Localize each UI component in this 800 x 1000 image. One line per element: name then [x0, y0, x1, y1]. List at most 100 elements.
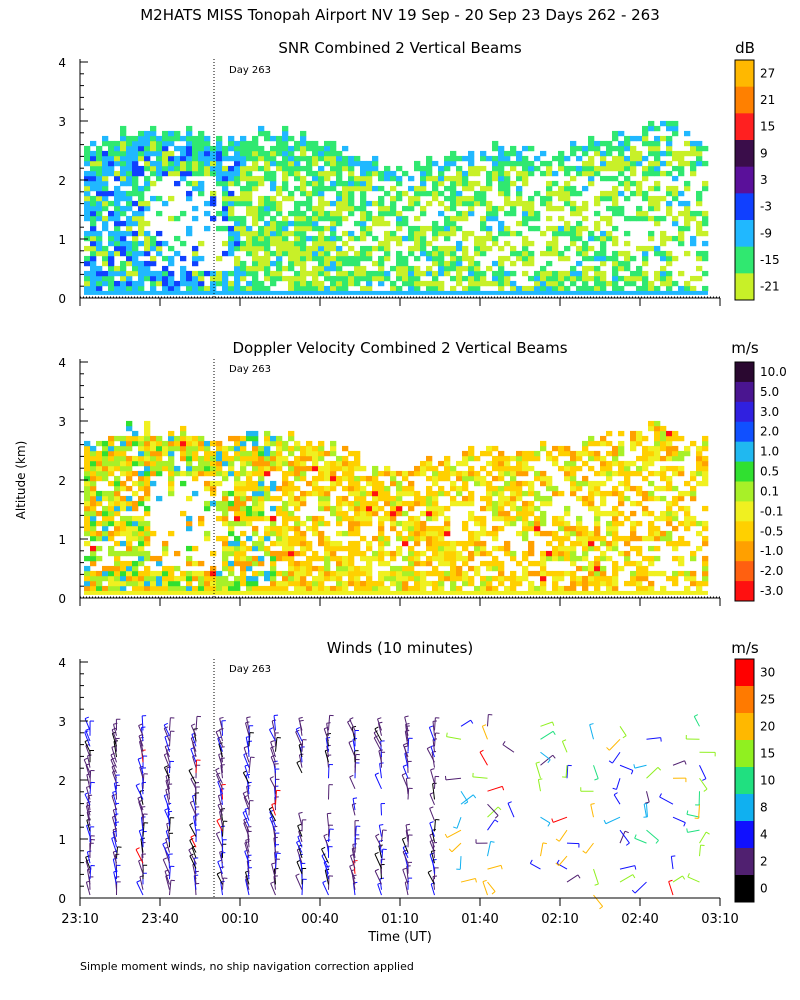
heatmap-cell: [522, 515, 529, 522]
heatmap-cell: [252, 160, 259, 167]
heatmap-cell: [468, 265, 475, 272]
heatmap-cell: [96, 465, 103, 472]
heatmap-cell: [444, 160, 451, 167]
colorbar-swatch: [735, 441, 754, 462]
heatmap-cell: [654, 165, 661, 172]
heatmap-cell: [342, 195, 349, 202]
heatmap-cell: [480, 190, 487, 197]
heatmap-cell: [330, 210, 337, 217]
heatmap-cell: [228, 240, 235, 247]
heatmap-cell: [144, 575, 151, 582]
heatmap-cell: [450, 485, 457, 492]
wind-barb: [375, 835, 382, 848]
heatmap-cell: [684, 180, 691, 187]
heatmap-cell: [102, 515, 109, 522]
heatmap-cell: [498, 475, 505, 482]
heatmap-cell: [234, 280, 241, 287]
heatmap-cell: [522, 255, 529, 262]
heatmap-cell: [240, 245, 247, 252]
heatmap-cell: [528, 205, 535, 212]
heatmap-cell: [108, 170, 115, 177]
wind-barb: [113, 741, 117, 758]
heatmap-cell: [528, 450, 535, 457]
heatmap-cell: [600, 240, 607, 247]
heatmap-cell: [606, 585, 613, 592]
wind-barb: [162, 859, 170, 875]
heatmap-cell: [360, 175, 367, 182]
heatmap-cell: [222, 275, 229, 282]
wind-barb: [460, 794, 474, 805]
wind-barb: [269, 811, 276, 827]
heatmap-cell: [306, 155, 313, 162]
heatmap-cell: [582, 460, 589, 467]
heatmap-cell: [498, 180, 505, 187]
heatmap-cell: [90, 525, 97, 532]
heatmap-cell: [606, 440, 613, 447]
heatmap-cell: [390, 175, 397, 182]
heatmap-cell: [126, 220, 133, 227]
heatmap-cell: [402, 500, 409, 507]
heatmap-cell: [168, 530, 175, 537]
heatmap-cell: [576, 450, 583, 457]
heatmap-cell: [102, 220, 109, 227]
heatmap-cell: [222, 510, 229, 517]
heatmap-cell: [96, 265, 103, 272]
heatmap-cell: [540, 575, 547, 582]
heatmap-cell: [120, 435, 127, 442]
heatmap-cell: [702, 560, 709, 567]
heatmap-cell: [264, 285, 271, 292]
heatmap-cell: [360, 490, 367, 497]
heatmap-cell: [618, 165, 625, 172]
heatmap-cell: [264, 205, 271, 212]
heatmap-cell: [180, 430, 187, 437]
heatmap-cell: [666, 260, 673, 267]
wind-barb: [216, 873, 223, 885]
heatmap-cell: [378, 200, 385, 207]
heatmap-cell: [408, 550, 415, 557]
heatmap-cell: [690, 170, 697, 177]
heatmap-cell: [414, 255, 421, 262]
heatmap-cell: [630, 525, 637, 532]
heatmap-cell: [114, 510, 121, 517]
y-axis-label: Altitude (km): [14, 441, 28, 520]
panel-1-unit: dB: [735, 39, 755, 57]
heatmap-cell: [408, 235, 415, 242]
heatmap-cell: [474, 200, 481, 207]
wind-barb-tick: [268, 806, 273, 810]
heatmap-cell: [348, 465, 355, 472]
heatmap-cell: [528, 550, 535, 557]
heatmap-cell: [456, 260, 463, 267]
heatmap-cell: [408, 535, 415, 542]
heatmap-cell: [168, 480, 175, 487]
heatmap-cell: [432, 550, 439, 557]
heatmap-cell: [696, 225, 703, 232]
heatmap-cell: [300, 265, 307, 272]
heatmap-cell: [234, 520, 241, 527]
heatmap-cell: [156, 175, 163, 182]
heatmap-cell: [456, 485, 463, 492]
heatmap-cell: [288, 450, 295, 457]
heatmap-cell: [414, 515, 421, 522]
heatmap-cell: [414, 235, 421, 242]
heatmap-cell: [216, 135, 223, 142]
heatmap-cell: [600, 575, 607, 582]
heatmap-cell: [264, 250, 271, 257]
wind-barb: [222, 821, 224, 837]
heatmap-cell: [612, 175, 619, 182]
heatmap-cell: [396, 250, 403, 257]
heatmap-cell: [168, 170, 175, 177]
heatmap-cell: [132, 155, 139, 162]
heatmap-cell: [270, 575, 277, 582]
heatmap-cell: [504, 225, 511, 232]
heatmap-cell: [258, 215, 265, 222]
heatmap-cell: [222, 190, 229, 197]
heatmap-cell: [114, 585, 121, 592]
heatmap-cell: [396, 500, 403, 507]
heatmap-cell: [240, 185, 247, 192]
heatmap-cell: [420, 470, 427, 477]
heatmap-cell: [366, 275, 373, 282]
heatmap-cell: [660, 270, 667, 277]
heatmap-cell: [684, 200, 691, 207]
heatmap-cell: [192, 490, 199, 497]
heatmap-cell: [294, 250, 301, 257]
